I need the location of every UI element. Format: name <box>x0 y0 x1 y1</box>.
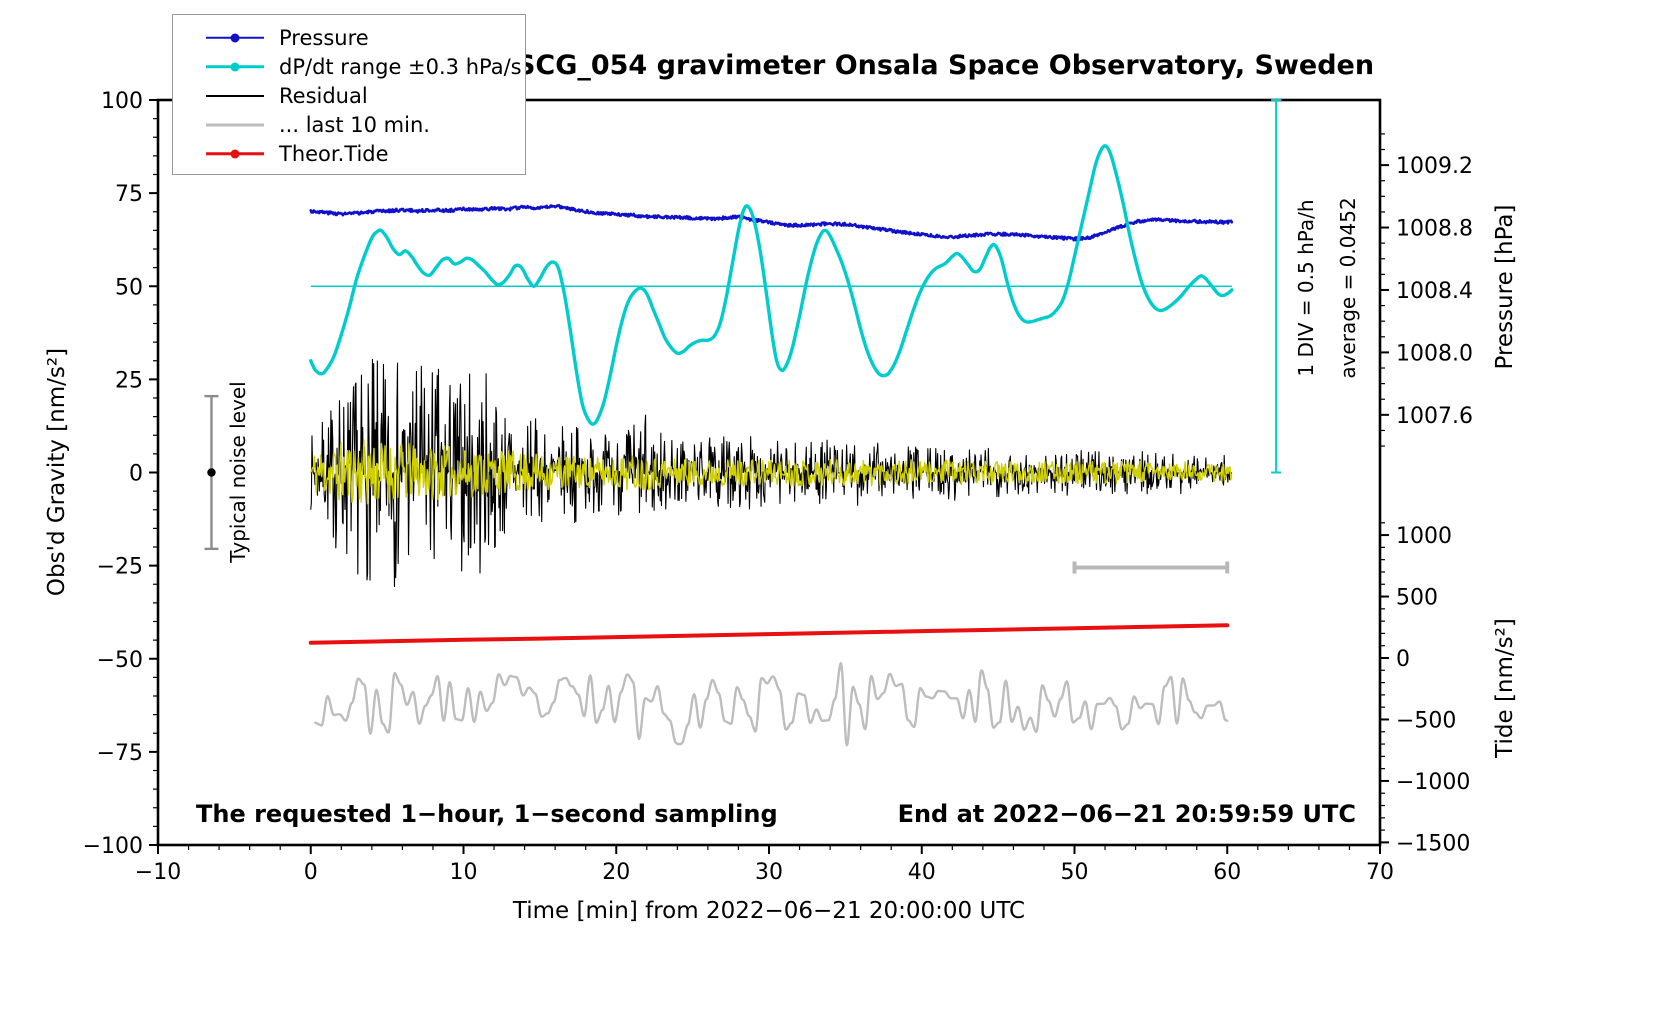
tick-label: 0 <box>1396 647 1410 672</box>
legend-item-last10: ... last 10 min. <box>173 110 525 139</box>
series-last-10-min <box>314 662 1229 747</box>
tick-label: 1008.0 <box>1396 341 1473 366</box>
y-axis-label-gravity: Obs'd Gravity [nm/s²] <box>44 347 70 597</box>
tick-label: 25 <box>115 368 143 393</box>
legend-label-last10: ... last 10 min. <box>279 112 430 137</box>
tick-label: 50 <box>115 275 143 300</box>
legend-label-residual: Residual <box>279 83 368 108</box>
tick-label: −25 <box>97 555 143 580</box>
chart-title: SCG_054 gravimeter Onsala Space Observat… <box>515 50 1375 81</box>
tick-label: 10 <box>450 860 478 885</box>
noise-level-dot <box>207 468 216 477</box>
axes: −10 0 10 20 30 40 50 60 70−100−75−50−25025507510… <box>83 89 1473 885</box>
average-label: average = 0.0452 <box>1336 197 1360 379</box>
last10-line-marker-icon <box>206 118 264 132</box>
tick-label: −75 <box>97 741 143 766</box>
pressure-line-marker-icon <box>206 31 264 45</box>
tick-label: 50 <box>1061 860 1089 885</box>
noise-level-label: Typical noise level <box>226 381 250 563</box>
tick-label: 500 <box>1396 586 1438 611</box>
tick-label: −100 <box>83 834 143 859</box>
noise-level-bar <box>204 394 219 551</box>
legend-item-dpdt: dP/dt range ±0.3 hPa/s <box>173 52 525 81</box>
tick-label: 0 <box>304 860 318 885</box>
tide-line-marker-icon <box>206 147 264 161</box>
legend-item-tide: Theor.Tide <box>173 139 525 168</box>
tick-label: 0 <box>129 462 143 487</box>
tick-label: 1008.4 <box>1396 279 1473 304</box>
y-axis-label-pressure: Pressure [hPa] <box>1492 204 1518 370</box>
series-dpdt <box>309 144 1234 426</box>
tick-label: 20 <box>602 860 630 885</box>
tick-label: 1007.6 <box>1396 404 1473 429</box>
tick-label: 70 <box>1366 860 1394 885</box>
tick-label: −500 <box>1396 708 1456 733</box>
last10-scale-bar <box>1072 561 1230 574</box>
tick-label: 75 <box>115 182 143 207</box>
legend-item-residual: Residual <box>173 81 525 110</box>
series-theor-tide <box>308 623 1230 645</box>
dpdt-line-marker-icon <box>206 60 264 74</box>
legend-label-tide: Theor.Tide <box>279 141 389 166</box>
tick-label: 1009.2 <box>1396 154 1473 179</box>
tick-label: 1008.8 <box>1396 217 1473 242</box>
tick-label: −10 <box>135 860 181 885</box>
tick-label: 1000 <box>1396 524 1452 549</box>
legend-label-pressure: Pressure <box>279 25 369 50</box>
tick-label: 100 <box>101 89 143 114</box>
div-scale-bar <box>1271 99 1282 474</box>
div-scale-label: 1 DIV = 0.5 hPa/h <box>1294 199 1318 377</box>
tick-label: −1500 <box>1396 831 1470 856</box>
end-time-note: End at 2022−06−21 20:59:59 UTC <box>897 800 1356 828</box>
sampling-note: The requested 1−hour, 1−second sampling <box>196 800 778 828</box>
series-pressure <box>309 203 1234 242</box>
series-residual-filtered <box>310 439 1233 505</box>
x-axis-label: Time [min] from 2022−06−21 20:00:00 UTC <box>512 898 1026 924</box>
tick-label: −1000 <box>1396 770 1470 795</box>
tick-label: 40 <box>908 860 936 885</box>
y-axis-label-tide: Tide [nm/s²] <box>1492 618 1518 758</box>
legend-label-dpdt: dP/dt range ±0.3 hPa/s <box>279 54 522 79</box>
residual-line-marker-icon <box>206 89 264 103</box>
legend-item-pressure: Pressure <box>173 23 525 52</box>
legend: Pressure dP/dt range ±0.3 hPa/s Residual… <box>172 14 526 175</box>
tick-label: −50 <box>97 648 143 673</box>
tick-label: 60 <box>1213 860 1241 885</box>
tick-label: 30 <box>755 860 783 885</box>
